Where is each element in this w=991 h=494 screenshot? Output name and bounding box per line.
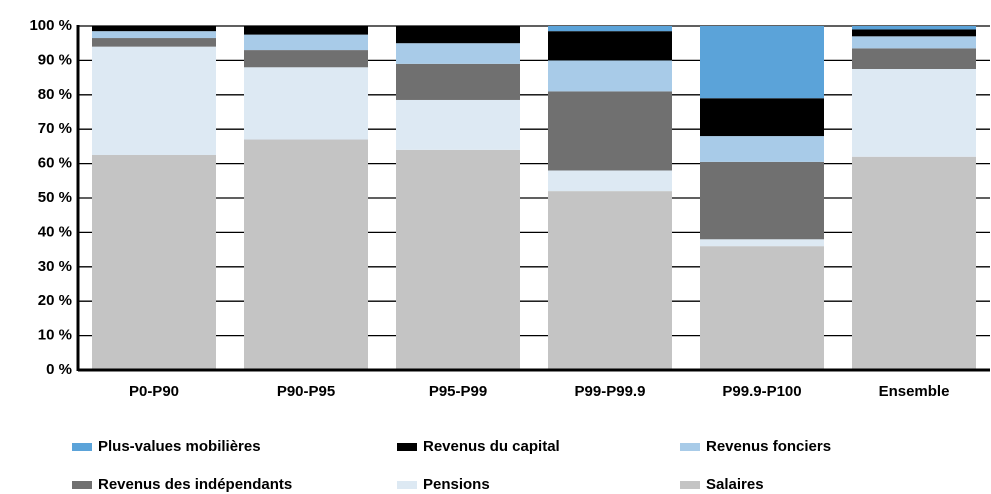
y-tick-label: 60 % xyxy=(38,155,72,172)
bar-segment xyxy=(700,246,824,370)
bar-segment xyxy=(92,38,216,47)
bar-segment xyxy=(548,31,672,61)
bar-segment xyxy=(548,26,672,32)
bar-segment xyxy=(244,139,368,370)
bar-segment xyxy=(396,63,520,100)
bar-segment xyxy=(548,170,672,192)
bar-segment xyxy=(92,26,216,32)
bar-segment xyxy=(396,43,520,64)
y-tick-label: 30 % xyxy=(38,258,72,275)
y-tick-label: 70 % xyxy=(38,120,72,137)
y-tick-label: 0 % xyxy=(46,361,72,378)
bar-segment xyxy=(700,161,824,240)
x-tick-label: P90-P95 xyxy=(277,383,335,400)
bar-segment xyxy=(548,91,672,171)
bar-segment xyxy=(396,99,520,150)
legend-label: Pensions xyxy=(423,476,490,493)
y-tick-label: 40 % xyxy=(38,223,72,240)
y-tick-label: 100 % xyxy=(29,17,72,34)
bar-segment xyxy=(852,48,976,69)
bar-segment xyxy=(700,239,824,247)
x-tick-label: P99-P99.9 xyxy=(575,383,646,400)
legend-swatch xyxy=(397,443,417,451)
bar-segment xyxy=(700,26,824,99)
x-tick-label: P95-P99 xyxy=(429,383,487,400)
bar-segment xyxy=(244,26,368,35)
y-tick-label: 50 % xyxy=(38,189,72,206)
bar-segment xyxy=(852,36,976,49)
bar-segment xyxy=(396,149,520,370)
legend-label: Revenus du capital xyxy=(423,438,560,455)
bar-segment xyxy=(244,67,368,140)
bar-segment xyxy=(92,155,216,370)
bar-segment xyxy=(700,98,824,137)
y-tick-label: 80 % xyxy=(38,86,72,103)
bar-segment xyxy=(244,50,368,68)
bar-segment xyxy=(852,26,976,30)
legend-swatch xyxy=(680,481,700,489)
bar-segment xyxy=(852,29,976,37)
x-tick-label: P0-P90 xyxy=(129,383,179,400)
legend-swatch xyxy=(72,443,92,451)
y-tick-label: 90 % xyxy=(38,51,72,68)
bar-segment xyxy=(548,60,672,92)
legend-swatch xyxy=(72,481,92,489)
bar-segment xyxy=(92,46,216,155)
bar-segment xyxy=(92,31,216,39)
bar-segment xyxy=(396,26,520,44)
legend-label: Salaires xyxy=(706,476,764,493)
x-tick-label: Ensemble xyxy=(879,383,950,400)
legend-swatch xyxy=(397,481,417,489)
bar-segment xyxy=(852,156,976,370)
bar-segment xyxy=(548,191,672,370)
x-tick-label: P99.9-P100 xyxy=(722,383,801,400)
y-tick-label: 10 % xyxy=(38,327,72,344)
legend-label: Revenus des indépendants xyxy=(98,476,292,493)
legend-label: Revenus fonciers xyxy=(706,438,831,455)
legend-label: Plus-values mobilières xyxy=(98,438,261,455)
bar-segment xyxy=(852,69,976,157)
bar-segment xyxy=(700,136,824,162)
bar-segment xyxy=(244,34,368,51)
y-tick-label: 20 % xyxy=(38,292,72,309)
legend-swatch xyxy=(680,443,700,451)
